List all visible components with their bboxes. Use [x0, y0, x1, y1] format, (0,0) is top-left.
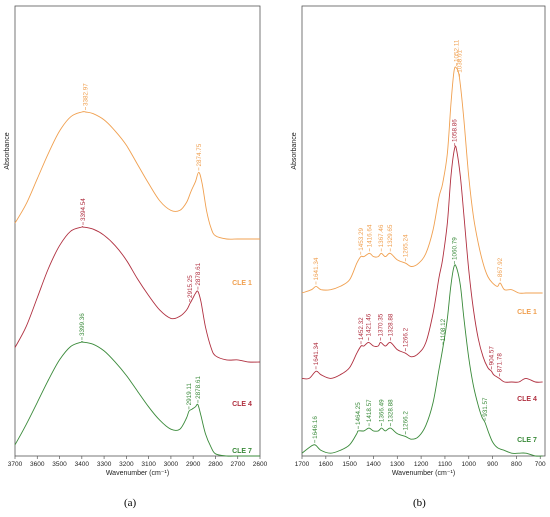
panel-a-caption: (a)	[124, 497, 137, 509]
peak-label: 3394.54	[80, 198, 87, 221]
peak-label: 1329.65	[387, 224, 394, 247]
x-tick-label: 3400	[75, 461, 90, 468]
x-tick-label: 3200	[119, 461, 134, 468]
x-tick-label: 700	[535, 461, 546, 468]
peak-label: 1646.16	[312, 416, 319, 439]
x-tick-label: 1400	[366, 461, 381, 468]
x-tick-label: 3700	[8, 461, 23, 468]
series-line-cle-1	[301, 66, 543, 294]
series-line-cle-7	[14, 341, 260, 457]
x-tick-label: 1200	[414, 461, 429, 468]
peak-label: 1058.86	[452, 119, 459, 142]
peak-label: 1367.46	[378, 224, 385, 247]
peak-label: 1641.34	[313, 342, 320, 365]
series-label: CLE 4	[517, 396, 537, 403]
x-tick-label: 3000	[164, 461, 179, 468]
plot-frame-b	[301, 5, 546, 457]
x-tick-label: 2900	[186, 461, 201, 468]
peak-label: 2878.61	[195, 376, 202, 399]
peak-label: 1266.2	[402, 411, 409, 431]
peak-label: 3399.36	[79, 313, 86, 336]
peak-label: 1038.61	[457, 50, 464, 73]
x-tick-label: 2800	[208, 461, 223, 468]
x-tick-label: 3300	[97, 461, 112, 468]
peak-label: 2874.75	[196, 143, 203, 166]
series-label: CLE 7	[517, 437, 537, 444]
x-tick-label: 1000	[462, 461, 477, 468]
x-tick-label: 3500	[52, 461, 67, 468]
series-line-cle-1	[14, 111, 260, 240]
series-label: CLE 1	[517, 309, 537, 316]
x-tick-label: 3100	[141, 461, 156, 468]
series-label: CLE 7	[232, 448, 252, 455]
peak-label: 1328.88	[387, 313, 394, 336]
peak-label: 867.92	[497, 257, 504, 277]
peak-label: 1266.2	[402, 327, 409, 347]
peak-label: 2878.61	[195, 262, 202, 285]
x-tick-label: 1100	[438, 461, 452, 468]
peak-label: 1265.24	[403, 234, 410, 257]
x-tick-label: 1500	[342, 461, 357, 468]
series-label: CLE 4	[232, 401, 252, 408]
x-tick-label: 900	[487, 461, 498, 468]
x-tick-label: 1300	[390, 461, 405, 468]
peak-label: 1416.64	[367, 224, 374, 247]
peak-label: 1328.88	[387, 399, 394, 422]
series-line-cle-4	[14, 226, 261, 363]
y-axis-label: Absorbance	[4, 132, 11, 169]
x-axis-label: Wavenumber (cm⁻¹)	[392, 470, 455, 477]
series-label: CLE 1	[232, 280, 252, 287]
x-tick-label: 1700	[295, 461, 310, 468]
peak-label: 1418.57	[366, 399, 373, 422]
peak-label: 1452.32	[358, 317, 365, 340]
x-tick-label: 3600	[30, 461, 45, 468]
peak-label: 871.78	[496, 353, 503, 373]
series-line-cle-4	[301, 145, 543, 383]
x-tick-label: 800	[511, 461, 522, 468]
panel-b-caption: (b)	[413, 497, 426, 509]
peak-label: 1052.11	[453, 39, 460, 62]
peak-label: 2915.25	[187, 275, 194, 298]
series-line-cle-7	[301, 264, 543, 457]
peak-label: 3382.97	[83, 83, 90, 106]
peak-label: 1366.49	[378, 399, 385, 422]
peak-label: 1060.79	[451, 237, 458, 260]
peak-label: 1108.12	[440, 318, 447, 341]
peak-label: 1370.35	[378, 313, 385, 336]
peak-label: 1641.34	[313, 257, 320, 280]
peak-label: 904.57	[488, 346, 495, 366]
plot-frame-a	[14, 5, 261, 457]
x-tick-label: 2600	[253, 461, 268, 468]
y-axis-label: Absorbance	[291, 132, 298, 169]
x-tick-label: 2700	[230, 461, 245, 468]
peak-label: 2919.11	[186, 383, 193, 406]
peak-label: 931.57	[482, 397, 489, 417]
peak-label: 1464.25	[355, 402, 362, 425]
peak-label: 1421.46	[365, 313, 372, 336]
peak-label: 1453.29	[358, 227, 365, 250]
x-axis-label: Wavenumber (cm⁻¹)	[106, 470, 169, 477]
x-tick-label: 1600	[319, 461, 334, 468]
